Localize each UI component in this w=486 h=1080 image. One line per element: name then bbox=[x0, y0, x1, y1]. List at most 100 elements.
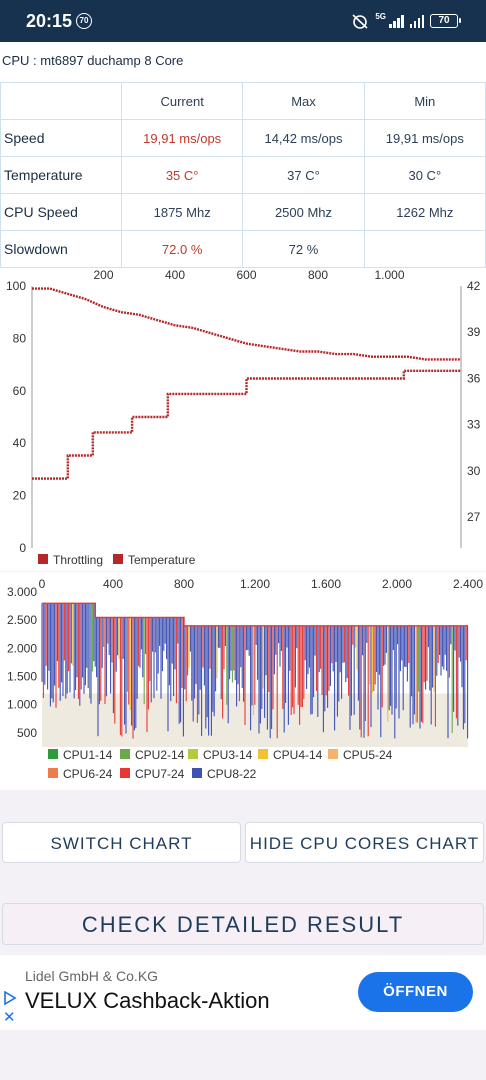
status-bar: 20:15 70 5G 70 bbox=[0, 0, 486, 42]
ad-advertiser: Lidel GmbH & Co.KG bbox=[25, 968, 159, 984]
y-right-tick-label: 30 bbox=[467, 464, 481, 478]
table-row: Slowdown 72.0 % 72 % bbox=[0, 230, 486, 268]
y-left-tick-label: 20 bbox=[13, 489, 27, 503]
ad-banner[interactable]: Lidel GmbH & Co.KG VELUX Cashback-Aktion… bbox=[0, 955, 486, 1030]
x-tick-label: 400 bbox=[103, 577, 123, 591]
legend-swatch bbox=[328, 749, 338, 759]
cell-min: 30 C° bbox=[363, 156, 486, 194]
cpu-max-frequency-line bbox=[42, 602, 468, 627]
x-tick-label: 1.200 bbox=[240, 577, 270, 591]
y-right-tick-label: 36 bbox=[467, 371, 481, 385]
cpu-frequency-bars bbox=[41, 603, 469, 739]
table-row: Temperature 35 C° 37 C° 30 C° bbox=[0, 156, 486, 194]
cell-current: 1875 Mhz bbox=[120, 193, 244, 231]
header-min: Min bbox=[363, 82, 486, 120]
y-tick-label: 1.000 bbox=[7, 698, 37, 712]
ad-open-button[interactable]: ÖFFNEN bbox=[358, 972, 473, 1012]
legend-label: Throttling bbox=[53, 553, 103, 567]
alarm-off-icon bbox=[352, 14, 368, 29]
cell-max: 72 % bbox=[242, 230, 365, 268]
y-tick-label: 500 bbox=[17, 726, 37, 740]
stats-table: Current Max Min Speed 19,91 ms/ops 14,42… bbox=[0, 82, 486, 268]
ad-close-icon[interactable]: ✕ bbox=[3, 1009, 16, 1026]
legend-label: CPU1-14 bbox=[63, 748, 113, 762]
throttling-series-line bbox=[32, 287, 461, 361]
legend-label: CPU7-24 bbox=[135, 767, 185, 781]
x-tick-label: 800 bbox=[174, 577, 194, 591]
row-label: Temperature bbox=[0, 156, 122, 194]
legend-swatch bbox=[258, 749, 268, 759]
legend-swatch bbox=[48, 768, 58, 778]
x-tick-label: 200 bbox=[93, 268, 113, 282]
legend-label: CPU5-24 bbox=[343, 748, 393, 762]
cpu-title: CPU : mt6897 duchamp 8 Core bbox=[2, 53, 184, 68]
x-tick-label: 400 bbox=[165, 268, 185, 282]
x-tick-label: 2.400 bbox=[453, 577, 483, 591]
legend-swatch bbox=[120, 768, 130, 778]
cpu-cores-chart: 0 400 800 1.200 1.600 2.000 2.400 500 1.000 1.500… bbox=[7, 577, 483, 781]
header-current: Current bbox=[120, 82, 244, 120]
hide-cpu-cores-chart-button[interactable]: HIDE CPU CORES CHART bbox=[245, 822, 484, 863]
y-tick-label: 2.500 bbox=[7, 613, 37, 627]
cell-max: 2500 Mhz bbox=[242, 193, 365, 231]
legend-swatch bbox=[38, 554, 48, 564]
cell-min: 1262 Mhz bbox=[363, 193, 486, 231]
table-row: Speed 19,91 ms/ops 14,42 ms/ops 19,91 ms… bbox=[0, 119, 486, 157]
signal-icon bbox=[389, 14, 404, 28]
throttling-chart-card bbox=[0, 268, 486, 571]
y-left-tick-label: 0 bbox=[19, 541, 26, 555]
legend-swatch bbox=[192, 768, 202, 778]
y-right-tick-label: 33 bbox=[467, 418, 481, 432]
cell-max: 37 C° bbox=[242, 156, 365, 194]
legend-swatch bbox=[188, 749, 198, 759]
x-tick-label: 800 bbox=[308, 268, 328, 282]
y-right-tick-label: 27 bbox=[467, 510, 481, 524]
x-tick-label: 1.000 bbox=[374, 268, 404, 282]
throttling-chart: 200 400 600 800 1.000 0 20 40 60 80 100 27 30 33 36 39 4… bbox=[6, 268, 481, 567]
check-detailed-result-button[interactable]: CHECK DETAILED RESULT bbox=[2, 903, 484, 945]
notification-count-icon: 70 bbox=[76, 13, 92, 29]
legend-swatch bbox=[48, 749, 58, 759]
table-header-row: Current Max Min bbox=[0, 82, 486, 120]
y-left-tick-label: 60 bbox=[13, 384, 27, 398]
legend-label: CPU4-14 bbox=[273, 748, 323, 762]
row-label: Slowdown bbox=[0, 230, 122, 268]
y-tick-label: 2.000 bbox=[7, 641, 37, 655]
legend-label: Temperature bbox=[128, 553, 196, 567]
row-label: CPU Speed bbox=[0, 193, 122, 231]
legend-label: CPU3-14 bbox=[203, 748, 253, 762]
y-left-tick-label: 100 bbox=[6, 279, 26, 293]
x-tick-label: 600 bbox=[236, 268, 256, 282]
cell-current: 19,91 ms/ops bbox=[120, 119, 244, 157]
battery-icon: 70 bbox=[430, 14, 461, 28]
cell-current: 35 C° bbox=[120, 156, 244, 194]
legend-label: CPU8-22 bbox=[207, 767, 257, 781]
legend-swatch bbox=[120, 749, 130, 759]
table-corner bbox=[0, 82, 122, 120]
y-tick-label: 3.000 bbox=[7, 585, 37, 599]
x-tick-label: 2.000 bbox=[382, 577, 412, 591]
cell-min bbox=[363, 230, 486, 268]
network-type: 5G bbox=[375, 12, 386, 21]
switch-chart-button[interactable]: SWITCH CHART bbox=[2, 822, 241, 863]
cell-current: 72.0 % bbox=[120, 230, 244, 268]
status-time: 20:15 bbox=[26, 11, 73, 31]
y-left-tick-label: 40 bbox=[13, 436, 27, 450]
y-right-tick-label: 39 bbox=[467, 325, 481, 339]
ad-choices-icon[interactable] bbox=[3, 991, 17, 1005]
temperature-series-line bbox=[32, 369, 461, 480]
row-label: Speed bbox=[0, 119, 122, 157]
signal-icon-2 bbox=[409, 14, 424, 28]
ad-headline[interactable]: VELUX Cashback-Aktion bbox=[25, 988, 270, 1013]
legend-label: CPU6-24 bbox=[63, 767, 113, 781]
y-right-tick-label: 42 bbox=[467, 279, 481, 293]
x-tick-label: 0 bbox=[39, 577, 46, 591]
x-tick-label: 1.600 bbox=[311, 577, 341, 591]
legend-swatch bbox=[113, 554, 123, 564]
header-max: Max bbox=[242, 82, 365, 120]
y-tick-label: 1.500 bbox=[7, 670, 37, 684]
cell-max: 14,42 ms/ops bbox=[242, 119, 365, 157]
y-left-tick-label: 80 bbox=[13, 331, 27, 345]
table-row: CPU Speed 1875 Mhz 2500 Mhz 1262 Mhz bbox=[0, 193, 486, 231]
cell-min: 19,91 ms/ops bbox=[363, 119, 486, 157]
